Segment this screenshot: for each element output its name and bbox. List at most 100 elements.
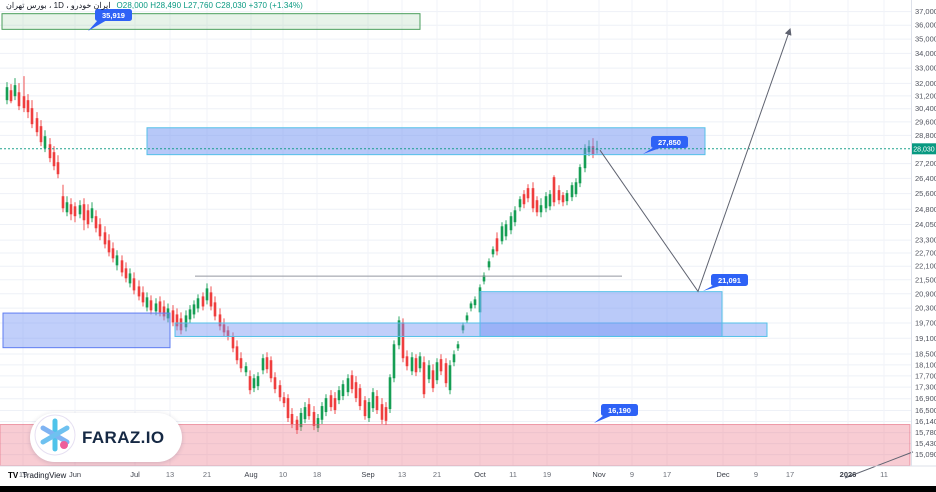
- candle-body: [154, 303, 158, 312]
- price-callout[interactable]: 21,091: [703, 274, 748, 291]
- candle: [375, 390, 379, 415]
- candle-body: [265, 357, 269, 370]
- candle-body: [115, 255, 119, 266]
- candle: [414, 354, 418, 377]
- candle: [124, 262, 128, 283]
- time-tick-label: 9: [630, 470, 634, 479]
- candle-body: [333, 398, 337, 411]
- candle-body: [9, 90, 13, 102]
- candle: [491, 246, 495, 258]
- candle-body: [48, 144, 52, 159]
- candle: [213, 296, 217, 321]
- candle-body: [179, 318, 183, 331]
- price-callout[interactable]: 16,190: [594, 404, 638, 423]
- candle: [350, 370, 354, 394]
- candle-body: [363, 400, 367, 417]
- support-box-left[interactable]: [2, 312, 171, 349]
- candle: [120, 255, 124, 277]
- candle-body: [500, 226, 504, 242]
- price-tick-label: 23,300: [915, 236, 936, 245]
- candle: [82, 198, 86, 231]
- candle: [103, 226, 107, 249]
- candle-body: [269, 360, 273, 379]
- time-tick-label: 11: [880, 470, 888, 479]
- price-tick-label: 26,400: [915, 174, 936, 183]
- candle-body: [544, 196, 548, 209]
- candle: [354, 376, 358, 403]
- candle-body: [158, 301, 162, 313]
- candle-body: [482, 275, 486, 282]
- grid-layer: [0, 0, 912, 466]
- demand-box[interactable]: [479, 291, 723, 337]
- price-axis[interactable]: 37,000 36,000 35,000 34,000 33,000 32,000 31,2…: [915, 7, 936, 459]
- candle: [320, 402, 324, 425]
- price-callout[interactable]: 27,850: [643, 136, 688, 154]
- candle-body: [30, 108, 34, 125]
- candle-body: [52, 152, 56, 167]
- candle: [252, 374, 256, 393]
- candle: [539, 198, 543, 218]
- price-tick-label: 19,700: [915, 318, 936, 327]
- candle: [504, 220, 508, 241]
- candle: [513, 206, 517, 227]
- price-tick-label: 15,780: [915, 428, 936, 437]
- candle-body: [574, 182, 578, 195]
- candle-body: [526, 188, 530, 199]
- supply-zone-green[interactable]: [1, 13, 421, 30]
- candle-body: [61, 196, 65, 209]
- time-tick-label: Oct: [474, 470, 487, 479]
- candle-body: [320, 406, 324, 420]
- candle-body: [107, 240, 111, 253]
- candle: [371, 388, 375, 413]
- candle: [5, 82, 9, 105]
- symbol-title[interactable]: ایران خودرو ، 1D ، بورس تهران: [6, 1, 111, 10]
- candle-body: [17, 92, 21, 107]
- price-tick-label: 24,800: [915, 205, 936, 214]
- candle: [98, 218, 102, 241]
- resistance-box[interactable]: [146, 127, 706, 156]
- candle-body: [312, 412, 316, 427]
- candle: [35, 112, 39, 137]
- trendline-segment[interactable]: [844, 451, 914, 479]
- candle: [128, 268, 132, 288]
- time-axis[interactable]: 19 Jun Jul 13 21 Aug 10 18 Sep 13 21 Oct 11 19 Nov 9 17 D…: [19, 470, 888, 479]
- tradingview-attribution[interactable]: TV TradingView: [8, 471, 66, 480]
- faraz-watermark: FARAZ.IO: [30, 413, 182, 462]
- price-tick-label: 22,700: [915, 248, 936, 257]
- price-tick-label: 20,300: [915, 304, 936, 313]
- candle-body: [518, 199, 522, 208]
- candle: [141, 286, 145, 307]
- candle-body: [235, 346, 239, 361]
- current-price-tag-text: 28,030: [913, 147, 935, 154]
- candle: [456, 341, 460, 351]
- price-tick-label: 21,500: [915, 275, 936, 284]
- candle-body: [337, 390, 341, 401]
- candle: [312, 406, 316, 431]
- price-callout[interactable]: 35,919: [88, 9, 132, 31]
- time-tick-label: 18: [313, 470, 321, 479]
- candle: [509, 212, 513, 235]
- candle: [256, 372, 260, 391]
- candle: [30, 100, 34, 129]
- candle: [401, 318, 405, 363]
- price-tick-label: 15,090: [915, 450, 936, 459]
- time-tick-label: 19: [543, 470, 551, 479]
- candle-body: [282, 397, 286, 404]
- candle-body: [98, 224, 102, 237]
- candle: [439, 354, 443, 376]
- price-tick-label: 31,200: [915, 91, 936, 100]
- candle: [69, 198, 73, 221]
- candles-layer[interactable]: [5, 76, 599, 434]
- current-price-tag: 28,030: [912, 143, 936, 155]
- price-tick-label: 32,000: [915, 79, 936, 88]
- candle-body: [509, 216, 513, 231]
- candle: [107, 234, 111, 257]
- candle: [535, 196, 539, 217]
- candle-body: [435, 362, 439, 381]
- candle: [388, 374, 392, 413]
- callout-text: 21,091: [718, 276, 741, 285]
- projection-arrow-path[interactable]: [599, 28, 792, 293]
- candle-body: [316, 418, 320, 429]
- candle: [171, 305, 175, 327]
- price-tick-label: 25,600: [915, 189, 936, 198]
